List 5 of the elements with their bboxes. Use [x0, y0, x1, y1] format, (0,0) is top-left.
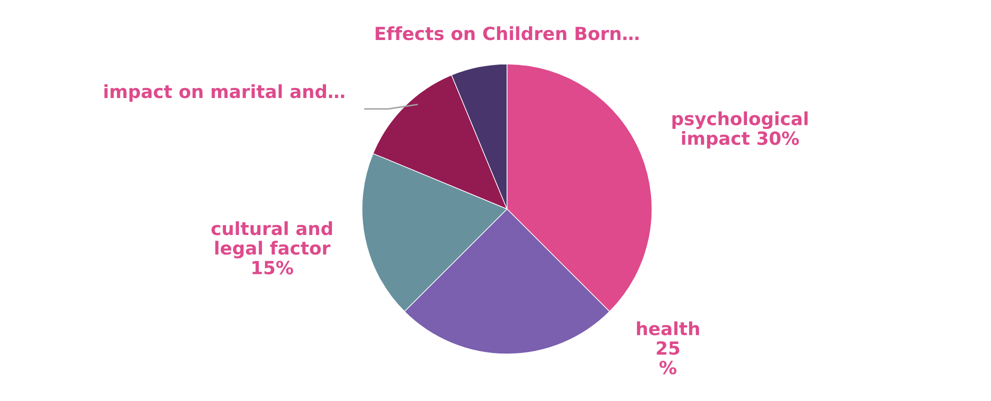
slice-label: cultural and legal factor 15% — [212, 221, 332, 274]
slice-label: psychological impact 30% — [672, 111, 808, 149]
slice-label: impact on marital and… — [104, 84, 344, 102]
slice-label: health 25 % — [636, 321, 700, 374]
chart-title: Effects on Children Born… — [376, 26, 639, 40]
